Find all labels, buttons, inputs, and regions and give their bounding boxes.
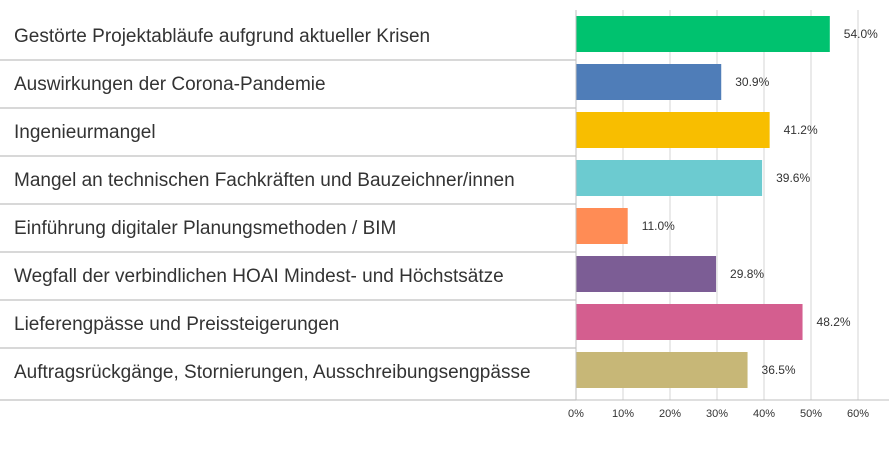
bar bbox=[576, 112, 770, 148]
value-label: 48.2% bbox=[817, 315, 851, 329]
value-label: 39.6% bbox=[776, 171, 810, 185]
x-tick-label: 40% bbox=[753, 408, 775, 420]
category-label: Mangel an technischen Fachkräften und Ba… bbox=[14, 170, 515, 191]
value-label: 29.8% bbox=[730, 267, 764, 281]
x-axis: 0% 10% 20% 30% 40% 50% 60% bbox=[568, 10, 889, 420]
bar bbox=[576, 16, 830, 52]
value-label: 30.9% bbox=[735, 75, 769, 89]
x-tick-label: 60% bbox=[847, 408, 869, 420]
category-label: Einführung digitaler Planungsmethoden / … bbox=[14, 218, 396, 239]
category-rows: Gestörte Projektabläufe aufgrund aktuell… bbox=[0, 26, 576, 401]
category-label: Auswirkungen der Corona-Pandemie bbox=[14, 74, 326, 95]
value-label: 54.0% bbox=[844, 27, 878, 41]
category-label: Ingenieurmangel bbox=[14, 122, 156, 143]
category-label: Lieferengpässe und Preissteigerungen bbox=[14, 314, 339, 335]
bar bbox=[576, 256, 717, 292]
x-tick-label: 0% bbox=[568, 408, 584, 420]
bars-layer: 54.0% 30.9% 41.2% 39.6% 11.0% 29.8% 48.2% 36.5% bbox=[576, 16, 878, 388]
x-tick-label: 10% bbox=[612, 408, 634, 420]
category-label: Auftragsrückgänge, Stornierungen, Aussch… bbox=[14, 362, 531, 383]
x-tick-label: 50% bbox=[800, 408, 822, 420]
x-tick-label: 20% bbox=[659, 408, 681, 420]
bar bbox=[576, 208, 628, 244]
category-label: Gestörte Projektabläufe aufgrund aktuell… bbox=[14, 26, 430, 47]
bar bbox=[576, 160, 763, 196]
value-label: 36.5% bbox=[762, 363, 796, 377]
bar bbox=[576, 352, 748, 388]
x-tick-label: 30% bbox=[706, 408, 728, 420]
value-label: 41.2% bbox=[784, 123, 818, 137]
category-label: Wegfall der verbindlichen HOAI Mindest- … bbox=[14, 266, 504, 287]
value-label: 11.0% bbox=[642, 219, 675, 233]
bar bbox=[576, 304, 803, 340]
bar bbox=[576, 64, 722, 100]
